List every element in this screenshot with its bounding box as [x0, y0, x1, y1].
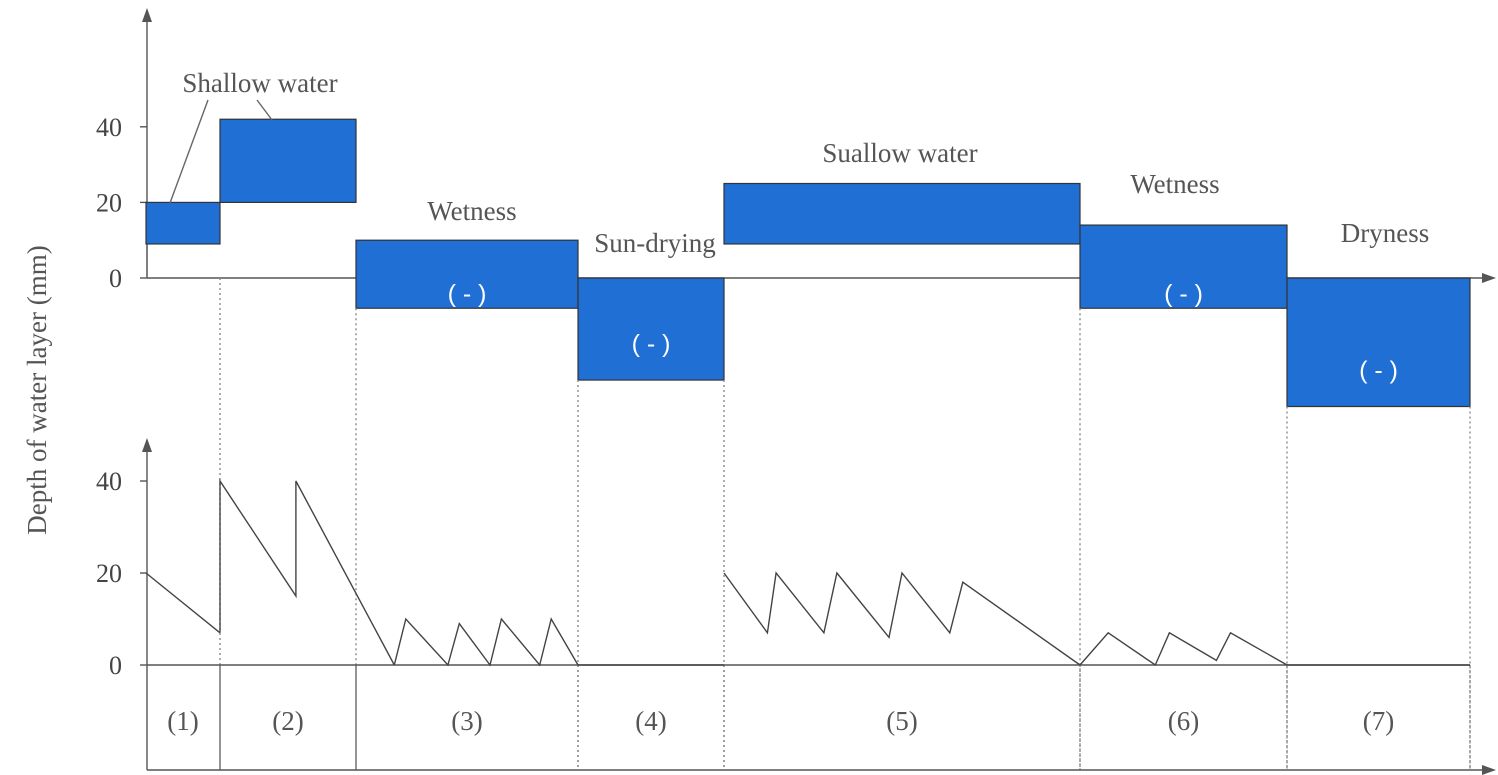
period-label: (2)	[272, 706, 303, 736]
bottom-arrow	[1482, 765, 1496, 775]
stage-label: Suallow water	[822, 138, 977, 168]
depth-line-5	[723, 571, 1081, 666]
period-label: (7)	[1363, 706, 1394, 736]
lower-y-arrow	[142, 438, 152, 452]
lower-y-tick-label: 40	[96, 467, 122, 496]
period-label: (1)	[167, 706, 198, 736]
upper-y-tick-label: 0	[109, 264, 122, 293]
bar-5	[723, 182, 1081, 245]
bar-6	[1079, 224, 1288, 309]
bar-1	[145, 201, 221, 245]
bar-2	[219, 118, 357, 204]
upper-x-arrow	[1482, 273, 1496, 283]
period-label: (6)	[1168, 706, 1199, 736]
period-label: (5)	[886, 706, 917, 736]
bar-negative-label: ( - )	[632, 330, 671, 358]
y-axis-title: Depth of water layer (mm)	[22, 245, 52, 534]
bar-4	[577, 277, 725, 381]
leader-line	[169, 99, 209, 204]
stage-label: Shallow water	[182, 68, 337, 98]
lower-panel: 0 20 40 (1) (2) (3) (4) (5) (6) (7)	[96, 438, 1496, 775]
depth-line-3	[393, 617, 579, 667]
bar-negative-label: ( - )	[448, 280, 487, 308]
upper-y-arrow	[142, 8, 152, 22]
chart-text: Depth of water layer (mm) Shallow water We…	[22, 68, 1429, 535]
period-label: (3)	[451, 706, 482, 736]
upper-panel: 0 20 40 ( - ) ( - ) ( - ) ( - )	[96, 8, 1496, 770]
lower-y-tick-label: 0	[109, 651, 122, 680]
upper-y-tick-label: 40	[96, 113, 122, 142]
leader-line	[256, 99, 273, 121]
depth-line-1	[145, 572, 221, 634]
upper-y-tick-label: 20	[96, 188, 122, 217]
depth-line-2	[219, 478, 395, 666]
stage-label: Sun-drying	[594, 228, 716, 258]
period-label: (4)	[635, 706, 666, 736]
stage-label: Wetness	[1130, 169, 1219, 199]
bar-negative-label: ( - )	[1164, 280, 1203, 308]
stage-label: Dryness	[1341, 218, 1430, 248]
stage-label: Wetness	[427, 196, 516, 226]
lower-y-tick-label: 20	[96, 559, 122, 588]
depth-line-6	[1079, 631, 1288, 667]
bar-3	[355, 239, 579, 309]
bar-7	[1286, 277, 1471, 408]
bar-negative-label: ( - )	[1359, 357, 1398, 385]
